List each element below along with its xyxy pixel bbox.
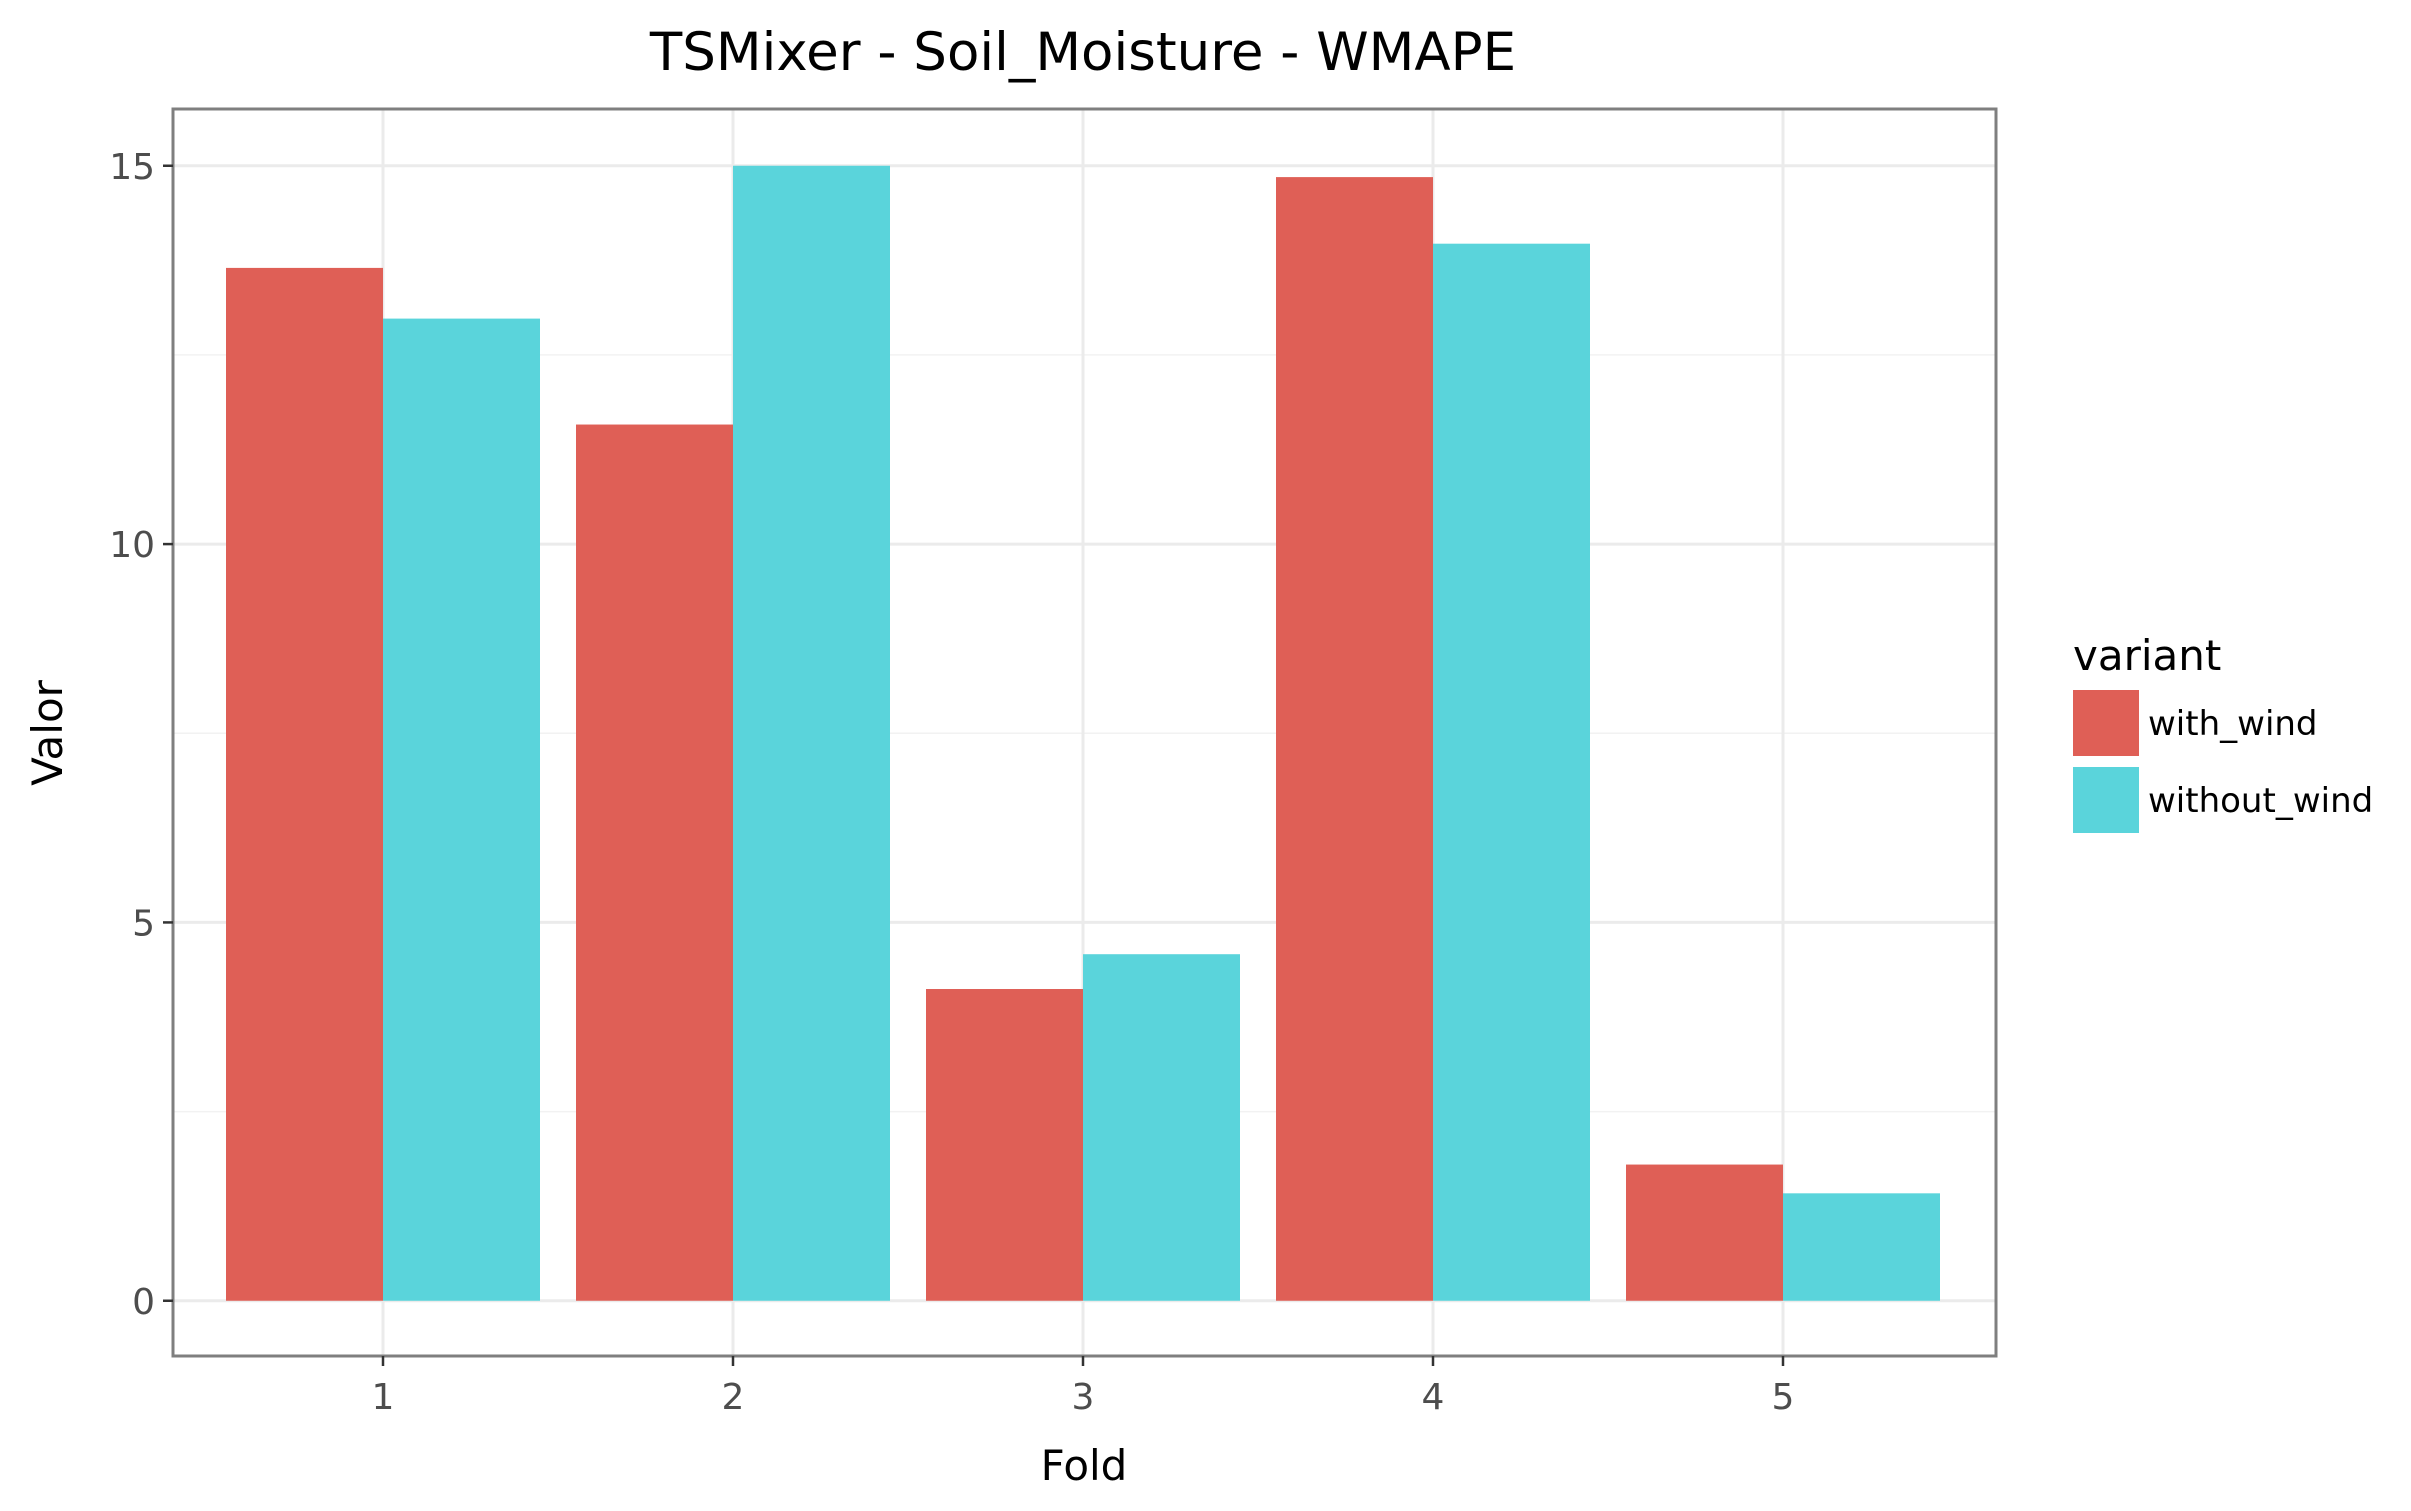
legend-label-without-wind: without_wind bbox=[2148, 781, 2373, 821]
bar-without-wind-fold-4 bbox=[1433, 243, 1590, 1301]
y-tick-label: 10 bbox=[109, 525, 155, 566]
panel-border bbox=[171, 107, 1998, 1358]
legend-label-with-wind: with_wind bbox=[2148, 704, 2318, 744]
x-tick-label: 3 bbox=[1072, 1377, 1095, 1418]
bar-with-wind-fold-2 bbox=[576, 424, 733, 1301]
bar-with-wind-fold-5 bbox=[1626, 1164, 1783, 1301]
x-axis: 1 2 3 4 5 bbox=[372, 1356, 1795, 1418]
bar-without-wind-fold-5 bbox=[1783, 1193, 1940, 1301]
y-axis: 0 5 10 15 bbox=[109, 147, 173, 1323]
bar-with-wind-fold-1 bbox=[226, 267, 383, 1301]
x-axis-title: Fold bbox=[1041, 1441, 1128, 1490]
bar-without-wind-fold-3 bbox=[1083, 954, 1240, 1301]
legend-items: with_wind without_wind bbox=[2073, 690, 2373, 833]
y-axis-title: Valor bbox=[23, 679, 72, 786]
bar-with-wind-fold-4 bbox=[1276, 177, 1433, 1301]
legend-key-with-wind bbox=[2073, 690, 2139, 756]
x-tick-label: 5 bbox=[1772, 1377, 1795, 1418]
legend: variant with_wind without_wind bbox=[2073, 631, 2373, 833]
bar-without-wind-fold-2 bbox=[733, 165, 890, 1301]
x-tick-label: 4 bbox=[1422, 1377, 1445, 1418]
x-tick-label: 2 bbox=[722, 1377, 745, 1418]
x-tick-label: 1 bbox=[372, 1377, 395, 1418]
plot-panel bbox=[171, 107, 1998, 1358]
bar-without-wind-fold-1 bbox=[383, 318, 540, 1301]
legend-key-without-wind bbox=[2073, 767, 2139, 833]
y-tick-label: 0 bbox=[132, 1282, 155, 1323]
bar-with-wind-fold-3 bbox=[926, 989, 1083, 1301]
legend-title: variant bbox=[2073, 631, 2221, 680]
y-tick-label: 5 bbox=[132, 903, 155, 944]
chart-title: TSMixer - Soil_Moisture - WMAPE bbox=[649, 22, 1516, 83]
bars bbox=[226, 165, 1940, 1301]
y-tick-label: 15 bbox=[109, 147, 155, 188]
